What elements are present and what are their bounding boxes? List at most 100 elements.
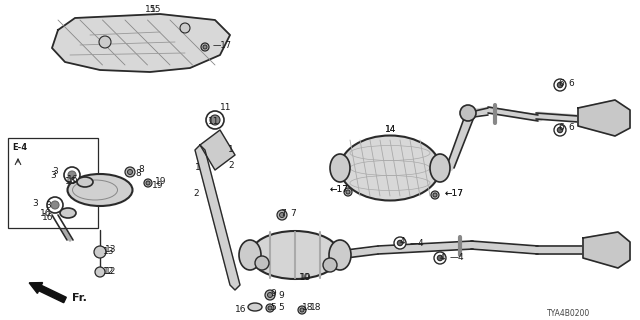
Circle shape	[266, 304, 274, 312]
Circle shape	[47, 197, 63, 213]
Text: TYA4B0200: TYA4B0200	[547, 308, 590, 317]
Text: 1: 1	[195, 164, 201, 172]
Text: 6: 6	[568, 124, 573, 132]
Text: 16: 16	[40, 209, 51, 218]
Circle shape	[51, 201, 59, 209]
Circle shape	[180, 23, 190, 33]
Polygon shape	[195, 145, 240, 290]
Text: 12: 12	[103, 268, 115, 276]
Circle shape	[557, 82, 563, 88]
Text: 6: 6	[558, 78, 564, 87]
Text: 12: 12	[105, 268, 116, 276]
Circle shape	[300, 308, 304, 312]
Text: ←17: ←17	[330, 186, 349, 195]
Text: 8: 8	[135, 169, 141, 178]
Ellipse shape	[330, 154, 350, 182]
Text: 9: 9	[270, 290, 276, 299]
Ellipse shape	[248, 303, 262, 311]
Circle shape	[323, 258, 337, 272]
Polygon shape	[52, 14, 230, 72]
Circle shape	[394, 237, 406, 249]
Polygon shape	[583, 232, 630, 268]
Text: 13: 13	[103, 246, 115, 255]
Text: ←17: ←17	[445, 188, 464, 197]
Text: 4: 4	[400, 236, 406, 245]
Text: 19: 19	[155, 177, 166, 186]
Text: 3: 3	[45, 201, 51, 210]
Polygon shape	[578, 100, 630, 136]
Text: 6: 6	[558, 124, 564, 132]
Text: —4: —4	[450, 252, 465, 261]
Circle shape	[344, 188, 352, 196]
Circle shape	[397, 240, 403, 246]
Text: 5: 5	[278, 303, 284, 313]
Text: 14: 14	[385, 125, 396, 134]
Circle shape	[125, 167, 135, 177]
Text: 16: 16	[235, 306, 246, 315]
Circle shape	[64, 167, 80, 183]
Ellipse shape	[60, 208, 76, 218]
Circle shape	[346, 190, 350, 194]
Text: 16: 16	[67, 175, 79, 185]
Circle shape	[268, 306, 272, 310]
Circle shape	[94, 246, 106, 258]
Text: 18: 18	[310, 303, 321, 313]
Ellipse shape	[72, 180, 118, 200]
Text: 15: 15	[150, 5, 161, 14]
Circle shape	[433, 193, 437, 197]
Text: 11: 11	[208, 117, 220, 126]
Circle shape	[265, 290, 275, 300]
Text: 16: 16	[65, 178, 77, 187]
Text: 13: 13	[105, 245, 116, 254]
Circle shape	[280, 212, 285, 218]
Text: 15: 15	[145, 5, 157, 14]
Text: 8: 8	[138, 165, 144, 174]
Circle shape	[554, 124, 566, 136]
Text: 3: 3	[32, 198, 38, 207]
Polygon shape	[200, 130, 235, 170]
Text: 18: 18	[302, 303, 314, 313]
Text: 11: 11	[220, 103, 232, 113]
Text: 4: 4	[440, 252, 445, 261]
FancyArrow shape	[29, 283, 67, 303]
Ellipse shape	[329, 240, 351, 270]
Text: 3: 3	[50, 171, 56, 180]
Circle shape	[127, 170, 132, 174]
Text: 2: 2	[193, 188, 198, 197]
Ellipse shape	[77, 177, 93, 187]
Ellipse shape	[239, 240, 261, 270]
Circle shape	[460, 105, 476, 121]
Circle shape	[557, 127, 563, 133]
Text: ←17: ←17	[445, 188, 464, 197]
Ellipse shape	[430, 154, 450, 182]
Circle shape	[255, 256, 269, 270]
Text: 19: 19	[152, 180, 163, 189]
Circle shape	[268, 292, 273, 298]
Circle shape	[68, 171, 76, 179]
Text: E-4: E-4	[12, 143, 27, 153]
Text: ←17: ←17	[330, 186, 349, 195]
Circle shape	[554, 79, 566, 91]
Ellipse shape	[340, 135, 440, 201]
Text: —4: —4	[410, 238, 424, 247]
Text: 7: 7	[290, 209, 296, 218]
Circle shape	[99, 36, 111, 48]
Text: 3: 3	[52, 167, 58, 177]
Text: 10: 10	[300, 274, 312, 283]
Text: 10: 10	[299, 274, 310, 283]
Circle shape	[95, 267, 105, 277]
Text: 7: 7	[280, 209, 285, 218]
Text: 16: 16	[42, 213, 54, 222]
Text: 6: 6	[568, 78, 573, 87]
Circle shape	[144, 179, 152, 187]
Ellipse shape	[250, 231, 340, 279]
Circle shape	[434, 252, 446, 264]
Circle shape	[210, 115, 220, 125]
Ellipse shape	[67, 174, 132, 206]
Circle shape	[437, 255, 443, 261]
Text: 5: 5	[270, 302, 276, 311]
Text: 1: 1	[228, 146, 234, 155]
Text: 2: 2	[228, 161, 234, 170]
Text: Fr.: Fr.	[72, 293, 87, 303]
Circle shape	[277, 210, 287, 220]
